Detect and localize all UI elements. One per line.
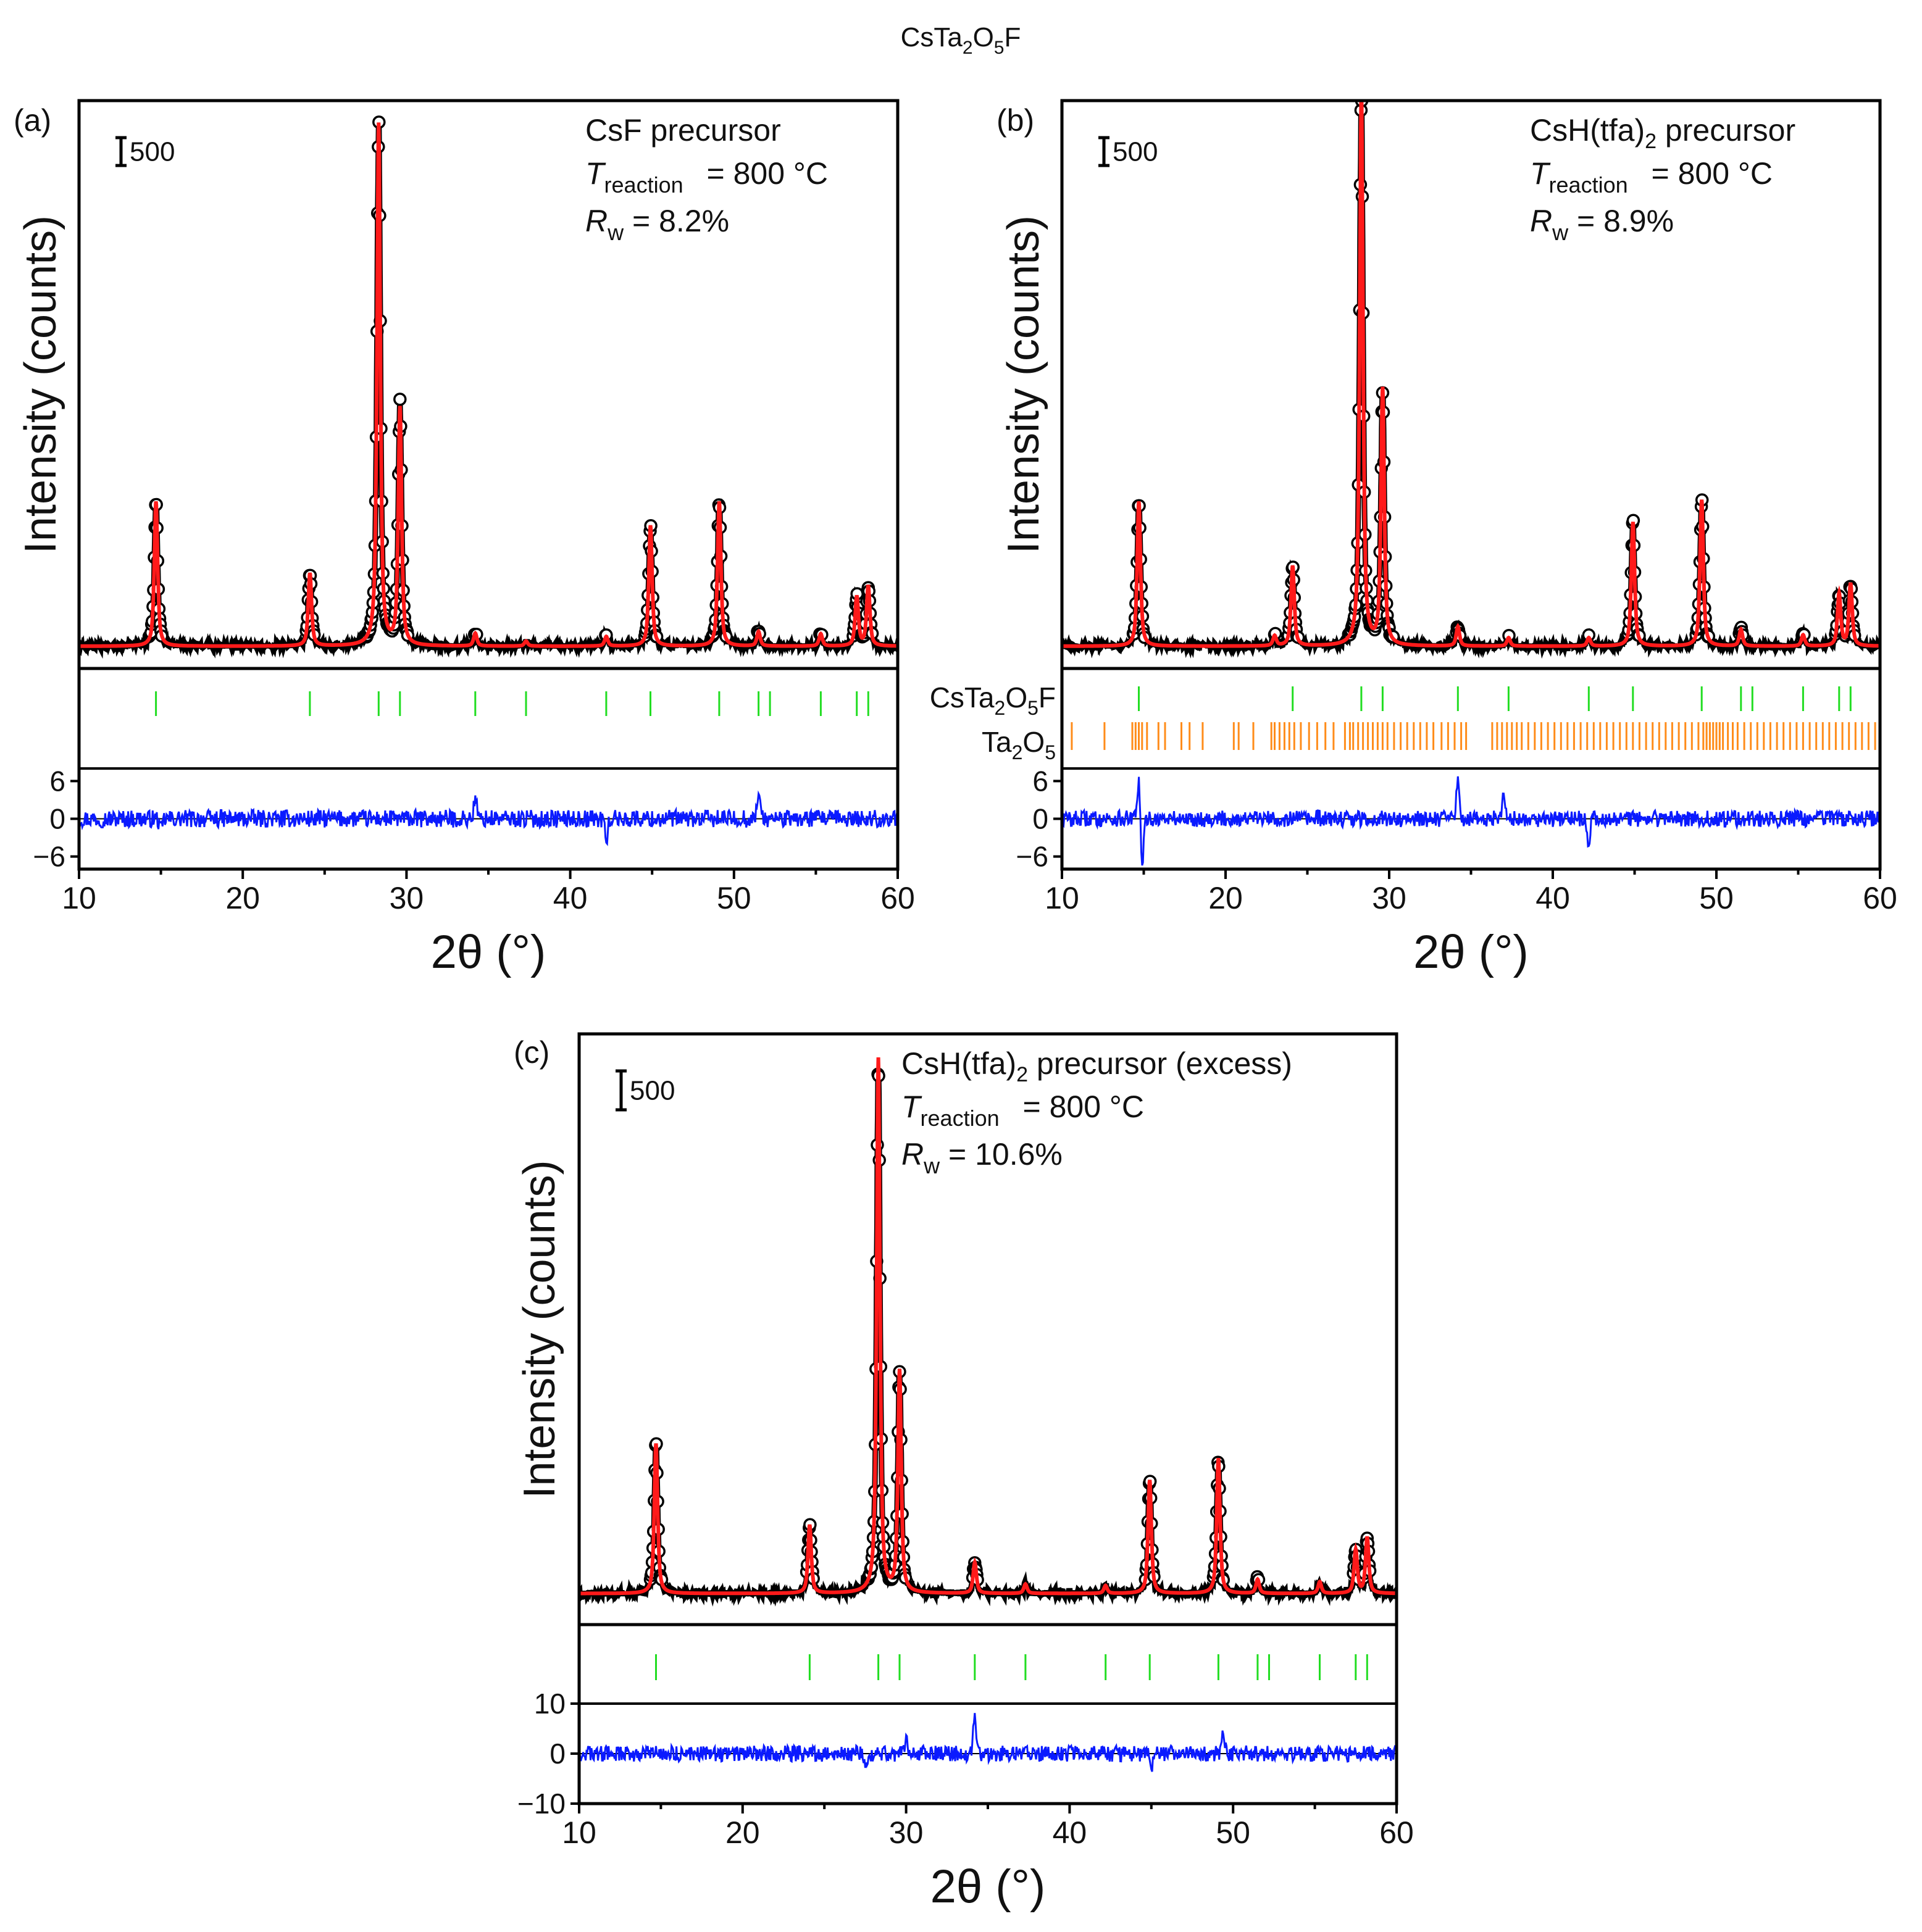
panel-label: (a) [14, 103, 51, 138]
xtick-label: 10 [1045, 881, 1079, 915]
calculated-line [579, 1057, 1397, 1596]
xtick-label: 10 [62, 881, 96, 915]
xtick-label: 10 [562, 1815, 596, 1850]
difference-line [579, 1713, 1397, 1772]
reflections-CsTa2O5F [1138, 686, 1852, 711]
xtick-label: 30 [390, 881, 424, 915]
xtick-label: 60 [1379, 1815, 1414, 1850]
xtick-label: 40 [553, 881, 588, 915]
xtick-label: 20 [725, 1815, 760, 1850]
difference-line [79, 790, 898, 846]
reaction-temperature: Treaction = 800 °C [901, 1089, 1144, 1131]
difference-ytick-label: −10 [517, 1788, 566, 1820]
reaction-temperature: Treaction = 800 °C [585, 156, 828, 198]
xtick-label: 30 [1372, 881, 1406, 915]
x-axis-label: 2θ (°) [1413, 926, 1529, 978]
scale-bar-label: 500 [130, 137, 175, 167]
y-axis-label: Intensity (counts) [999, 215, 1048, 554]
observed-point [393, 393, 407, 406]
y-axis-label: Intensity (counts) [16, 215, 65, 554]
xtick-label: 40 [1536, 881, 1570, 915]
reflections-phase-0 [655, 1654, 1368, 1680]
scale-bar-label: 500 [630, 1075, 675, 1105]
xtick-label: 20 [1208, 881, 1243, 915]
reflections-phase-0 [155, 691, 869, 716]
weighted-r-factor: Rw = 10.6% [901, 1137, 1063, 1178]
phase-label: CsTa2O5F [930, 681, 1056, 719]
x-axis-label: 2θ (°) [431, 926, 546, 978]
panel-label: (c) [514, 1035, 549, 1070]
xtick-label: 60 [1863, 881, 1897, 915]
precursor-label: CsF precursor [585, 113, 781, 148]
observed-line [79, 122, 898, 659]
difference-ytick-label: −6 [33, 841, 65, 873]
observed-series [79, 115, 898, 659]
xtick-label: 50 [1216, 1815, 1250, 1850]
y-axis-label: Intensity (counts) [515, 1160, 564, 1498]
lower-frame [577, 1623, 1398, 1805]
x-axis-label: 2θ (°) [930, 1860, 1046, 1913]
xtick-label: 30 [889, 1815, 924, 1850]
xtick-label: 50 [1699, 881, 1734, 915]
difference-ytick-label: 6 [49, 765, 65, 797]
reflections-Ta2O5 [1071, 722, 1876, 750]
calculated-line [1062, 101, 1880, 648]
panel-label: (b) [997, 103, 1034, 138]
weighted-r-factor: Rw = 8.2% [585, 204, 729, 245]
difference-ytick-label: 0 [49, 803, 65, 835]
difference-ytick-label: 6 [1032, 765, 1048, 797]
xtick-label: 20 [225, 881, 260, 915]
xtick-label: 50 [717, 881, 751, 915]
xtick-label: 40 [1053, 1815, 1087, 1850]
difference-ytick-label: 10 [534, 1688, 566, 1720]
precursor-label: CsH(tfa)2 precursor [1530, 113, 1795, 153]
difference-ytick-label: 0 [1032, 803, 1048, 835]
xtick-label: 60 [880, 881, 915, 915]
reaction-temperature: Treaction = 800 °C [1530, 156, 1773, 198]
difference-ytick-label: 0 [549, 1738, 566, 1770]
weighted-r-factor: Rw = 8.9% [1530, 204, 1674, 245]
precursor-label: CsH(tfa)2 precursor (excess) [901, 1046, 1292, 1086]
difference-ytick-label: −6 [1016, 841, 1048, 873]
phase-label: Ta2O5 [982, 726, 1056, 764]
difference-line [1062, 776, 1880, 866]
figure-title: CsTa2O5F [901, 22, 1021, 58]
calculated-line [79, 122, 898, 648]
scale-bar-label: 500 [1113, 137, 1158, 167]
